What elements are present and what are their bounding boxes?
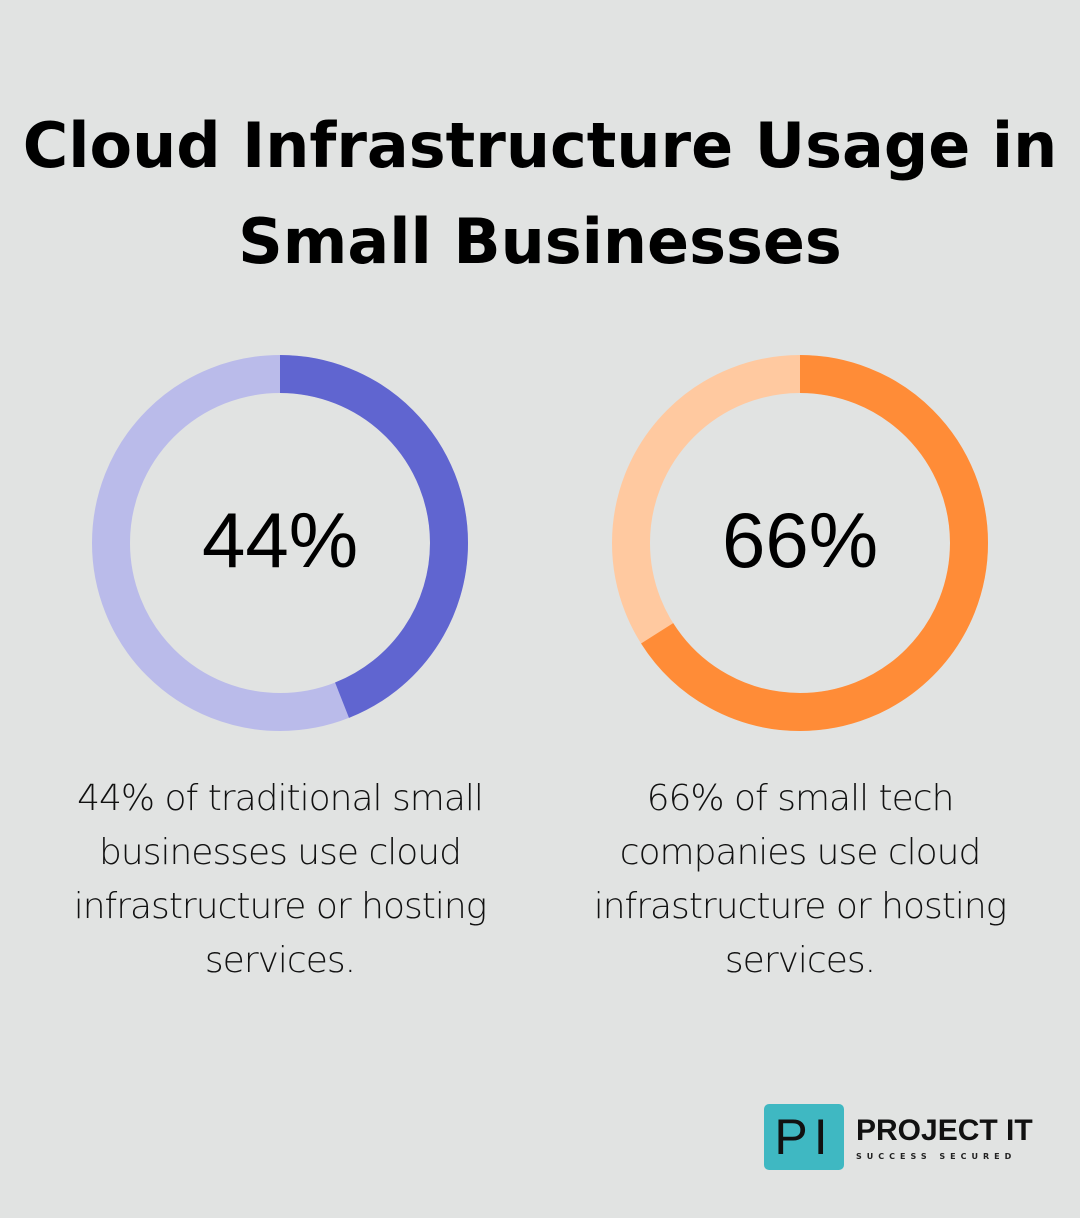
logo-mark: PI — [764, 1104, 844, 1170]
logo-name: PROJECT IT — [856, 1113, 1033, 1147]
donut-value-segment — [612, 355, 988, 731]
page-title: Cloud Infrastructure Usage in Small Busi… — [22, 109, 1058, 278]
logo-tagline: SUCCESS SECURED — [856, 1151, 1017, 1161]
donut-chart-traditional — [92, 355, 468, 731]
logo: PI PROJECT IT SUCCESS SECURED — [764, 1104, 1033, 1170]
donut-chart-tech — [612, 355, 988, 731]
donut-value-segment — [92, 355, 468, 731]
stat-description: 66% of small tech companies use cloud in… — [593, 778, 1008, 981]
stat-description: 44% of traditional small businesses use … — [73, 778, 488, 981]
donut-center-label: 44% — [201, 496, 359, 584]
donut-center-label: 66% — [721, 496, 879, 584]
